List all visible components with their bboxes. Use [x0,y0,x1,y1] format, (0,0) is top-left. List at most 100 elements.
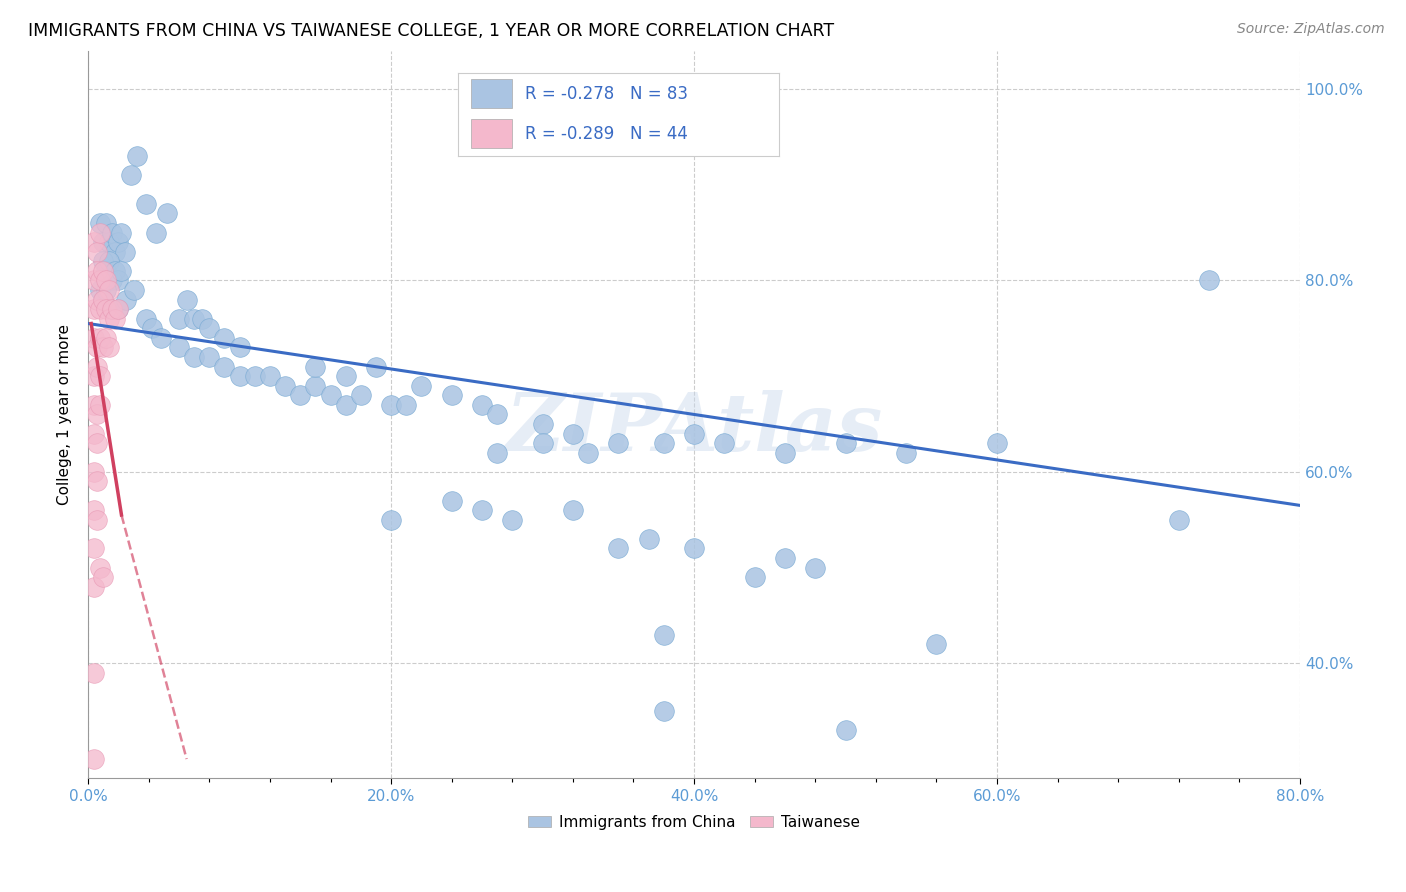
Point [335,398,357,412]
Point [198,350,221,364]
Point [380,398,402,412]
Point [91,293,114,307]
Point [243,369,266,384]
Point [100,302,122,317]
Point [86,436,108,450]
Text: Source: ZipAtlas.com: Source: ZipAtlas.com [1237,22,1385,37]
Point [110,226,132,240]
Point [89,369,111,384]
Point [773,446,796,460]
Point [652,704,675,718]
Point [107,302,129,317]
Point [83,541,105,556]
Point [561,503,583,517]
Point [101,273,124,287]
Point [91,235,114,249]
Point [149,331,172,345]
Point [471,503,494,517]
Point [89,216,111,230]
Point [91,254,114,268]
Point [471,398,494,412]
Point [96,283,118,297]
Point [83,665,105,680]
Point [91,264,114,278]
Point [83,580,105,594]
Point [83,426,105,441]
Point [83,273,105,287]
Point [1198,273,1220,287]
Point [86,293,108,307]
Point [214,359,236,374]
Point [89,226,111,240]
Point [96,302,118,317]
Point [86,244,108,259]
Text: IMMIGRANTS FROM CHINA VS TAIWANESE COLLEGE, 1 YEAR OR MORE CORRELATION CHART: IMMIGRANTS FROM CHINA VS TAIWANESE COLLE… [28,22,834,40]
Point [86,359,108,374]
Point [110,264,132,278]
Point [135,311,157,326]
Legend: Immigrants from China, Taiwanese: Immigrants from China, Taiwanese [522,809,866,836]
Point [561,426,583,441]
Point [191,311,214,326]
Point [804,560,827,574]
Point [115,293,138,307]
Point [83,235,105,249]
Point [834,723,856,738]
Point [156,206,179,220]
Point [122,283,145,297]
Point [98,311,121,326]
Point [114,244,136,259]
Point [91,293,114,307]
Point [652,436,675,450]
Y-axis label: College, 1 year or more: College, 1 year or more [58,324,72,505]
Point [96,273,118,287]
Point [744,570,766,584]
Point [925,637,948,651]
Point [86,513,108,527]
Point [101,302,124,317]
Point [259,369,281,384]
Point [637,532,659,546]
Point [176,293,198,307]
Point [104,244,127,259]
Point [274,378,297,392]
Point [86,341,108,355]
Point [395,398,418,412]
Point [98,235,121,249]
Point [89,273,111,287]
Point [531,436,554,450]
Point [576,446,599,460]
Point [91,570,114,584]
Point [107,273,129,287]
Point [120,168,142,182]
Point [83,752,105,766]
Point [89,398,111,412]
Point [335,369,357,384]
Point [652,627,675,641]
Point [183,311,205,326]
Point [98,283,121,297]
Point [83,465,105,479]
Point [183,350,205,364]
Point [125,149,148,163]
Point [501,513,523,527]
Point [96,216,118,230]
Point [304,359,326,374]
Point [198,321,221,335]
Point [683,426,706,441]
Point [486,446,509,460]
Point [364,359,387,374]
Point [440,493,463,508]
Point [304,378,326,392]
Point [89,331,111,345]
Point [1167,513,1189,527]
Point [531,417,554,431]
Point [86,408,108,422]
Point [228,369,250,384]
Point [228,341,250,355]
Point [773,551,796,566]
Point [894,446,917,460]
Point [89,283,111,297]
Point [83,302,105,317]
Point [86,475,108,489]
